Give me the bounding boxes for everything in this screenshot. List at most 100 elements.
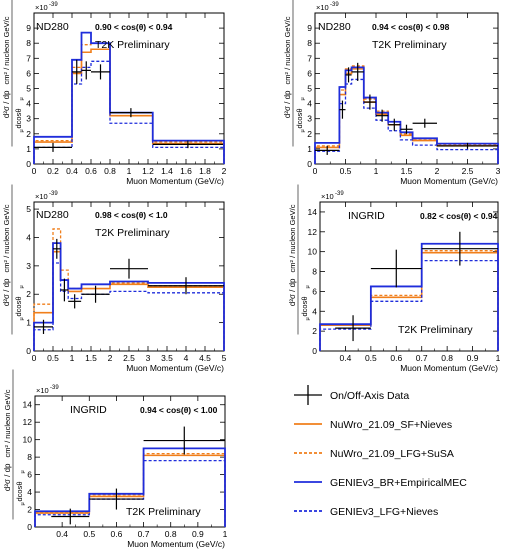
data-point — [81, 285, 110, 303]
y-tick-label: 2 — [307, 129, 312, 139]
y-tick-label: 7 — [307, 53, 312, 63]
angle-range-label: 0.82 < cos(θ) < 0.94 — [420, 211, 498, 221]
y-label-unit: cm² / nucleon GeV/c — [288, 204, 297, 272]
chart-panel-2: 0 0.5 1 1.5 2 2.5 3 0 1 2 3 4 5 6 7 8 9 ×10 -39 cm² / nucle… — [283, 0, 501, 186]
y-tick-label: 4 — [26, 232, 31, 242]
data-point — [412, 118, 437, 128]
x-tick-label: 1 — [127, 166, 132, 176]
x-tick-label: 0 — [313, 166, 318, 176]
y-label-sub: μ — [19, 317, 25, 320]
y-label-sub2: μ — [19, 97, 25, 100]
x-tick-label: 3 — [146, 353, 151, 363]
legend-label: GENIEv3_LFG+Nieves — [330, 506, 438, 518]
y-label-denominator: dcosθ — [15, 481, 24, 501]
data-point — [351, 62, 364, 81]
y-tick-label: 12 — [308, 227, 318, 237]
x-tick-label: 5 — [222, 353, 227, 363]
y-tick-label: 1 — [307, 144, 312, 154]
x-tick-label: 2 — [222, 166, 227, 176]
y-tick-label: 4 — [307, 99, 312, 109]
data-point — [400, 124, 413, 134]
y-tick-label: 2 — [26, 129, 31, 139]
y-tick-label: 0 — [307, 159, 312, 169]
x-tick-label: 1.4 — [161, 166, 173, 176]
detector-label: ND280 — [318, 21, 351, 33]
x-tick-label: 0.6 — [85, 166, 97, 176]
series-3-histogram — [314, 66, 499, 164]
x-tick-label: 4 — [184, 353, 189, 363]
x-tick-label: 1 — [223, 529, 228, 539]
y-label-sub: μ — [305, 317, 311, 320]
x-tick-label: 0.8 — [441, 353, 453, 363]
x-tick-label: 0.4 — [66, 166, 78, 176]
y-label-numerator: d²σ / dp — [2, 278, 11, 306]
x-tick-label: 1 — [70, 353, 75, 363]
x-tick-label: 0.5 — [340, 166, 352, 176]
angle-range-label: 0.94 < cos(θ) < 0.98 — [372, 22, 450, 32]
y-tick-label: 6 — [312, 286, 317, 296]
x-tick-label: 1.8 — [199, 166, 211, 176]
data-point — [376, 109, 389, 122]
data-point — [421, 231, 498, 266]
x-tick-label: 0.5 — [365, 353, 377, 363]
data-point — [68, 294, 82, 309]
preliminary-label: T2K Preliminary — [126, 506, 201, 518]
y-label-unit: cm² / nucleon GeV/c — [2, 204, 11, 272]
preliminary-label: T2K Preliminary — [372, 39, 447, 51]
data-point — [315, 145, 340, 155]
y-tick-label: 4 — [27, 487, 32, 497]
y-tick-label: 12 — [23, 417, 33, 427]
y-tick-label: 1 — [26, 144, 31, 154]
y-label-unit: cm² / nucleon GeV/c — [2, 16, 11, 84]
x-axis-label: Muon Momentum (GeV/c) — [127, 539, 225, 549]
x-tick-label: 0.5 — [83, 529, 95, 539]
x-tick-label: 2.5 — [123, 353, 135, 363]
data-point — [370, 249, 422, 288]
x-tick-label: 0.8 — [165, 529, 177, 539]
plot-frame — [314, 12, 499, 165]
y-label-sub: μ — [19, 129, 25, 132]
y-tick-label: 3 — [26, 114, 31, 124]
x-tick-label: 0.8 — [104, 166, 116, 176]
data-point — [388, 118, 401, 131]
y-tick-label: 10 — [23, 435, 33, 445]
y-tick-label: 5 — [26, 204, 31, 214]
y-label-denominator: dcosθ — [14, 108, 23, 128]
y-tick-label: 6 — [27, 470, 32, 480]
data-point — [363, 94, 376, 110]
axis-exponent: ×10 — [35, 3, 48, 12]
detector-label: ND280 — [36, 209, 69, 221]
x-tick-label: 1.2 — [142, 166, 154, 176]
data-point — [437, 142, 498, 149]
y-tick-label: 2 — [26, 289, 31, 299]
chart-panel-3: 0 0.5 1 1.5 2 2.5 3 3.5 4 4.5 5 0 1 2 3 4 5 ×10 -39 cm² / n… — [2, 184, 227, 373]
data-point — [81, 61, 91, 80]
x-tick-label: 1.6 — [180, 166, 192, 176]
legend-entry-3: NuWro_21.09_LFG+SuSA — [294, 448, 454, 460]
x-tick-label: 0.9 — [192, 529, 204, 539]
x-tick-label: 1.5 — [401, 166, 413, 176]
legend: On/Off-Axis Data NuWro_21.09_SF+Nieves NuW… — [294, 385, 467, 518]
y-tick-label: 9 — [307, 23, 312, 33]
angle-range-label: 0.90 < cos(θ) < 0.94 — [95, 22, 173, 32]
series-2-histogram — [33, 42, 225, 164]
legend-entry-5: GENIEv3_LFG+Nieves — [294, 506, 438, 518]
axis-exponent: ×10 — [35, 192, 48, 201]
y-tick-label: 2 — [27, 505, 32, 515]
y-label-numerator: d²σ / dp — [2, 90, 11, 118]
y-label-unit: cm² / nucleon GeV/c — [3, 389, 12, 457]
series-4-histogram — [314, 78, 499, 164]
detector-label: ND280 — [36, 21, 69, 33]
legend-entry-1: On/Off-Axis Data — [294, 385, 409, 405]
x-tick-label: 0.9 — [467, 353, 479, 363]
y-tick-label: 0 — [312, 346, 317, 356]
x-tick-label: 3.5 — [161, 353, 173, 363]
y-tick-label: 10 — [308, 247, 318, 257]
series-4-histogram — [33, 262, 225, 351]
data-point — [148, 277, 224, 295]
x-tick-label: 0.5 — [47, 353, 59, 363]
series-1-histogram — [319, 251, 499, 351]
